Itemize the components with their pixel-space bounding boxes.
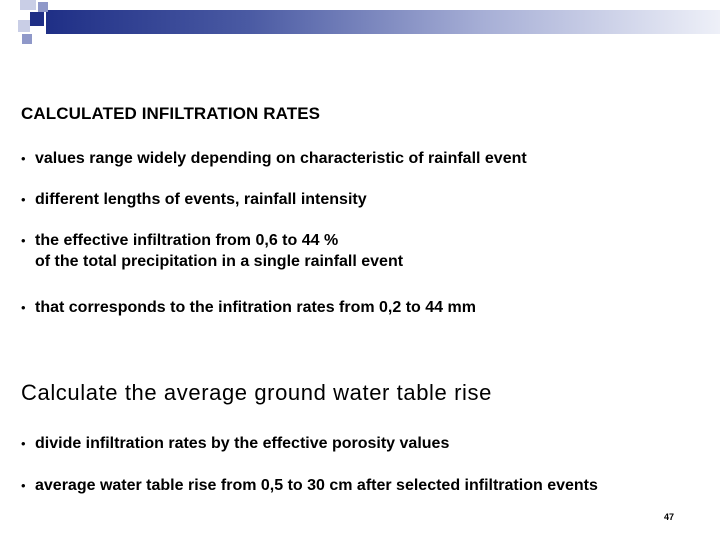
- bullet-dot-icon: •: [21, 151, 26, 166]
- bullet-item: • divide infiltration rates by the effect…: [21, 435, 450, 452]
- page-number: 47: [664, 512, 675, 522]
- bullet-item: • that corresponds to the infitration rat…: [21, 299, 476, 316]
- corner-decoration-square: [22, 34, 32, 44]
- section-title-infiltration-rates: CALCULATED INFILTRATION RATES: [21, 104, 321, 123]
- bullet-dot-icon: •: [21, 300, 26, 315]
- bullet-dot-icon: •: [21, 436, 26, 451]
- bullet-dot-icon: •: [21, 192, 26, 207]
- corner-decoration-square: [38, 2, 48, 12]
- corner-decoration-square: [30, 12, 44, 26]
- section-title-water-table-rise: Calculate the average ground water table…: [21, 380, 492, 405]
- bullet-dot-icon: •: [21, 478, 26, 493]
- corner-decoration-square: [20, 0, 36, 10]
- corner-decoration-square: [18, 20, 30, 32]
- bullet-dot-icon: •: [21, 233, 26, 248]
- header-gradient-band: [46, 10, 720, 34]
- bullet-item: • different lengths of events, rainfall i…: [21, 191, 367, 208]
- bullet-item: • values range widely depending on charac…: [21, 150, 527, 167]
- bullet-item: • average water table rise from 0,5 to 30…: [21, 477, 598, 494]
- bullet-item: • the effective infiltration from 0,6 to …: [21, 232, 404, 270]
